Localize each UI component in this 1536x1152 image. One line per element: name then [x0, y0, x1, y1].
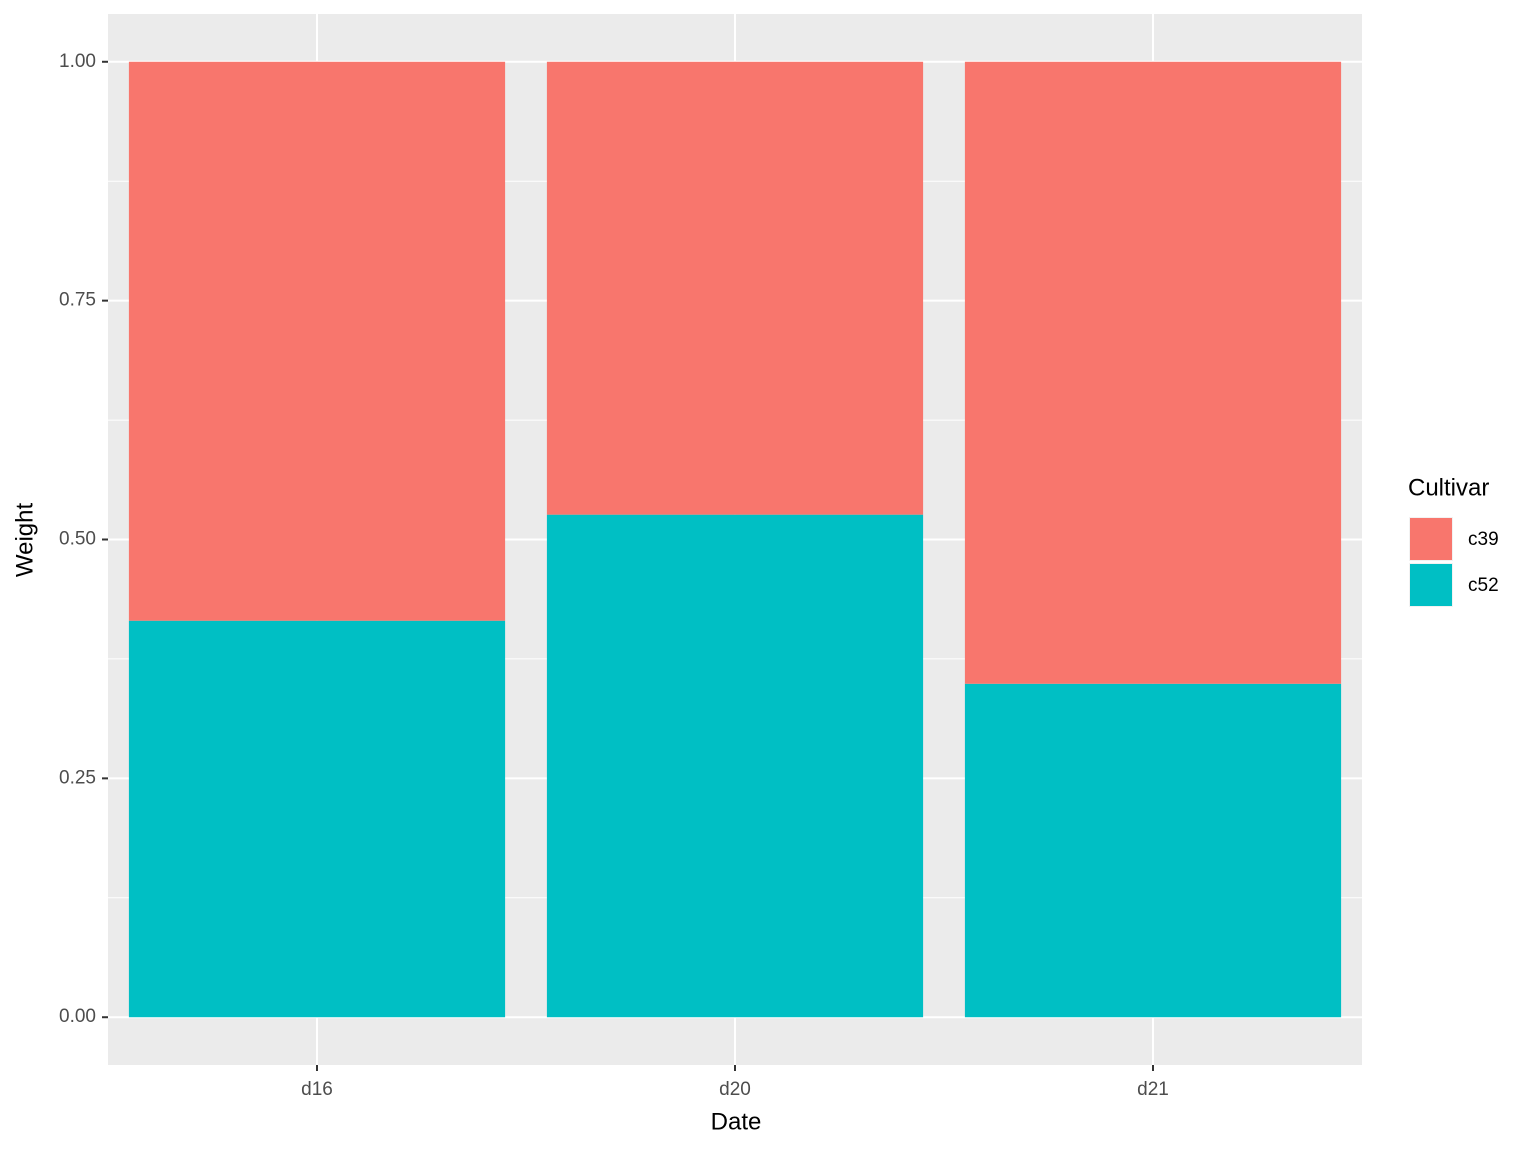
y-axis-title: Weight — [11, 503, 38, 578]
bar-segment — [128, 620, 506, 1018]
x-tick-label: d16 — [301, 1079, 333, 1100]
bar-segment — [546, 514, 924, 1018]
x-axis-title: Date — [711, 1108, 762, 1135]
y-tick-label: 1.00 — [59, 51, 96, 72]
legend-swatch — [1410, 518, 1452, 560]
bar-segment — [964, 683, 1342, 1018]
y-tick-label: 0.25 — [59, 767, 96, 788]
bar-segment — [128, 61, 506, 621]
legend-swatch — [1410, 564, 1452, 606]
y-tick-label: 0.75 — [59, 290, 96, 311]
x-tick-label: d20 — [719, 1079, 751, 1100]
bar-segment — [964, 61, 1342, 684]
legend-title: Cultivar — [1408, 474, 1489, 501]
bar-segment — [546, 61, 924, 515]
y-tick-label: 0.00 — [59, 1006, 96, 1027]
x-tick-label: d21 — [1137, 1079, 1169, 1100]
y-tick-label: 0.50 — [59, 529, 96, 550]
legend-label: c52 — [1468, 575, 1499, 596]
legend-label: c39 — [1468, 529, 1499, 550]
